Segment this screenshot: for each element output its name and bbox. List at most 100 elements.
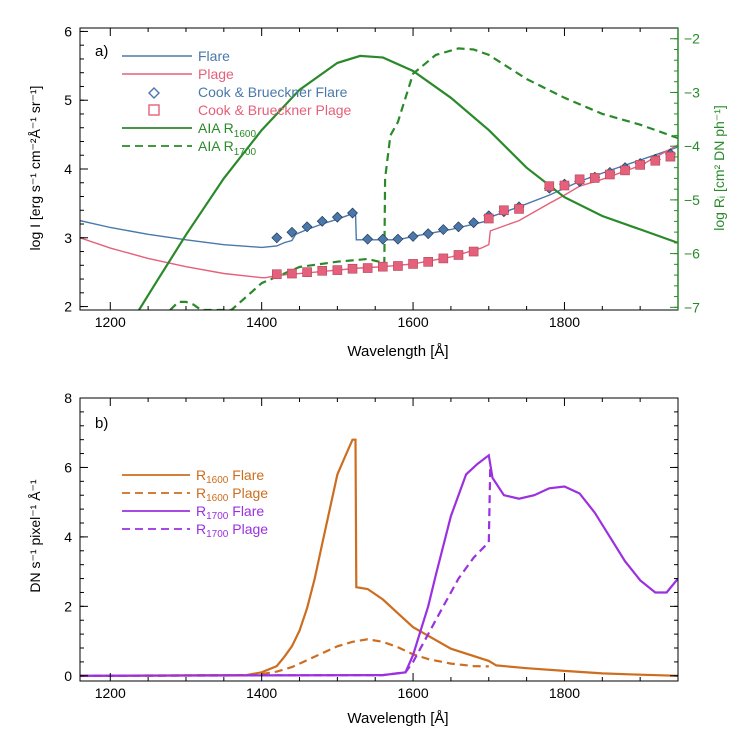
- marker-cook-brueckner-flare: [422, 228, 434, 240]
- x-tick-label: 1400: [246, 314, 277, 330]
- marker-cook-brueckner-plage: [544, 181, 555, 191]
- legend-r1600-plage-label: R1600 Plage: [196, 485, 268, 504]
- panel-b-series: [80, 438, 678, 677]
- y2-tick-label: −4: [684, 138, 700, 154]
- marker-cook-brueckner-plage: [438, 253, 449, 264]
- legend-cb-plage-marker: [148, 104, 160, 116]
- legend-r1600-flare-label: R1600 Flare: [196, 467, 264, 486]
- marker-cook-brueckner-plage: [453, 250, 464, 260]
- y-tick-label: 2: [64, 299, 72, 315]
- marker-cook-brueckner-flare: [468, 217, 480, 229]
- legend-aia1700-label: AIA R1700: [198, 138, 256, 158]
- marker-cook-brueckner-plage: [650, 155, 661, 166]
- x-tick-label: 1800: [549, 314, 580, 330]
- panel-b-ylabel: DN s⁻¹ pixel⁻¹ Å⁻¹: [27, 479, 43, 593]
- series-plage: [80, 144, 678, 279]
- marker-cook-brueckner-flare: [271, 232, 283, 244]
- marker-cook-brueckner-flare: [362, 233, 374, 245]
- legend-plage-label: Plage: [198, 66, 234, 82]
- panel-a-ylabel: log I [erg s⁻¹ cm⁻²Å⁻¹ sr⁻¹]: [27, 86, 43, 251]
- y2-tick-label: −7: [684, 299, 700, 315]
- panel-b-xlabel: Wavelength [Å]: [347, 710, 448, 727]
- panel-a-markers: [271, 148, 676, 280]
- marker-cook-brueckner-flare: [437, 224, 449, 235]
- marker-cook-brueckner-plage: [468, 246, 479, 257]
- marker-cook-brueckner-plage: [317, 265, 328, 276]
- series-r1700-flare: [80, 453, 678, 677]
- y-tick-label: 0: [64, 668, 72, 684]
- marker-cook-brueckner-plage: [272, 269, 282, 280]
- legend-r1700-plage-label: R1700 Plage: [196, 521, 268, 540]
- legend-r1700-flare-label: R1700 Flare: [196, 503, 264, 522]
- y-tick-label: 2: [64, 598, 72, 614]
- panel-a-y2label: log Rᵢ [cm² DN ph⁻¹]: [711, 105, 727, 231]
- marker-cook-brueckner-plage: [393, 261, 403, 271]
- panel-b-frame: [79, 397, 679, 682]
- series-aia-r1600: [138, 54, 678, 310]
- marker-cook-brueckner-plage: [362, 263, 373, 273]
- marker-cook-brueckner-plage: [499, 205, 509, 216]
- x-tick-label: 1200: [95, 314, 126, 330]
- marker-cook-brueckner-plage: [408, 259, 418, 269]
- marker-cook-brueckner-flare: [301, 221, 313, 233]
- y2-tick-label: −6: [684, 246, 700, 262]
- series-r1600-plage: [80, 638, 489, 677]
- legend-cb-plage-label: Cook & Brueckner Plage: [198, 102, 352, 118]
- series-r1600-flare: [80, 438, 678, 677]
- panel-a: 1200 1400 1600 1800 2 3 4 5 6 −7 −6 −5 −4 −3 −2 a) Wav…: [27, 23, 727, 360]
- y-tick-label: 8: [64, 390, 72, 406]
- y2-tick-label: −2: [684, 31, 700, 47]
- y2-tick-label: −5: [684, 192, 700, 208]
- marker-cook-brueckner-plage: [605, 169, 615, 180]
- marker-cook-brueckner-flare: [453, 221, 464, 233]
- marker-cook-brueckner-plage: [514, 204, 524, 214]
- marker-cook-brueckner-flare: [392, 233, 404, 245]
- marker-cook-brueckner-flare: [286, 226, 298, 238]
- panel-b-axes: 1200 1400 1600 1800 0 2 4 6 8: [64, 390, 580, 701]
- marker-cook-brueckner-plage: [620, 165, 630, 176]
- y-tick-label: 6: [64, 459, 72, 475]
- marker-cook-brueckner-plage: [574, 174, 585, 185]
- legend-cb-flare-label: Cook & Brueckner Flare: [198, 84, 348, 100]
- panel-a-ticks: [80, 28, 679, 310]
- panel-a-xlabel: Wavelength [Å]: [347, 343, 448, 360]
- series-flare: [80, 146, 678, 249]
- panel-b-ticks: [80, 397, 679, 681]
- marker-cook-brueckner-plage: [287, 268, 297, 279]
- marker-cook-brueckner-plage: [635, 160, 645, 170]
- marker-cook-brueckner-plage: [332, 265, 343, 275]
- marker-cook-brueckner-plage: [423, 257, 434, 267]
- y-tick-label: 4: [64, 529, 72, 545]
- x-tick-label: 1800: [549, 685, 580, 701]
- legend-aia1600-label: AIA R1600: [198, 120, 256, 140]
- marker-cook-brueckner-plage: [377, 261, 388, 272]
- marker-cook-brueckner-plage: [302, 267, 312, 277]
- panel-a-label: a): [95, 43, 108, 60]
- panel-a-axes: 1200 1400 1600 1800 2 3 4 5 6 −7 −6 −5 −4 −3 −2: [64, 23, 700, 330]
- x-tick-label: 1200: [95, 685, 126, 701]
- y2-tick-label: −3: [684, 84, 700, 100]
- y-tick-label: 3: [64, 230, 72, 246]
- marker-cook-brueckner-flare: [331, 211, 343, 223]
- legend-flare-label: Flare: [198, 48, 230, 64]
- marker-cook-brueckner-plage: [665, 151, 676, 162]
- y-tick-label: 4: [64, 161, 72, 177]
- marker-cook-brueckner-flare: [407, 230, 419, 242]
- y-tick-label: 5: [64, 92, 72, 108]
- panel-b-legend: R1600 Flare R1600 Plage R1700 Flare R170…: [122, 467, 268, 540]
- marker-cook-brueckner-plage: [559, 180, 570, 191]
- marker-cook-brueckner-flare: [316, 215, 328, 227]
- marker-cook-brueckner-plage: [347, 263, 358, 274]
- marker-cook-brueckner-flare: [377, 233, 389, 245]
- series-r1700-plage: [80, 463, 492, 677]
- y-tick-label: 6: [64, 23, 72, 39]
- legend-cb-flare-marker: [148, 87, 160, 99]
- x-tick-label: 1600: [397, 685, 428, 701]
- marker-cook-brueckner-flare: [347, 207, 358, 219]
- marker-cook-brueckner-plage: [589, 173, 600, 183]
- x-tick-label: 1600: [397, 314, 428, 330]
- x-tick-label: 1400: [246, 685, 277, 701]
- marker-cook-brueckner-plage: [483, 213, 494, 224]
